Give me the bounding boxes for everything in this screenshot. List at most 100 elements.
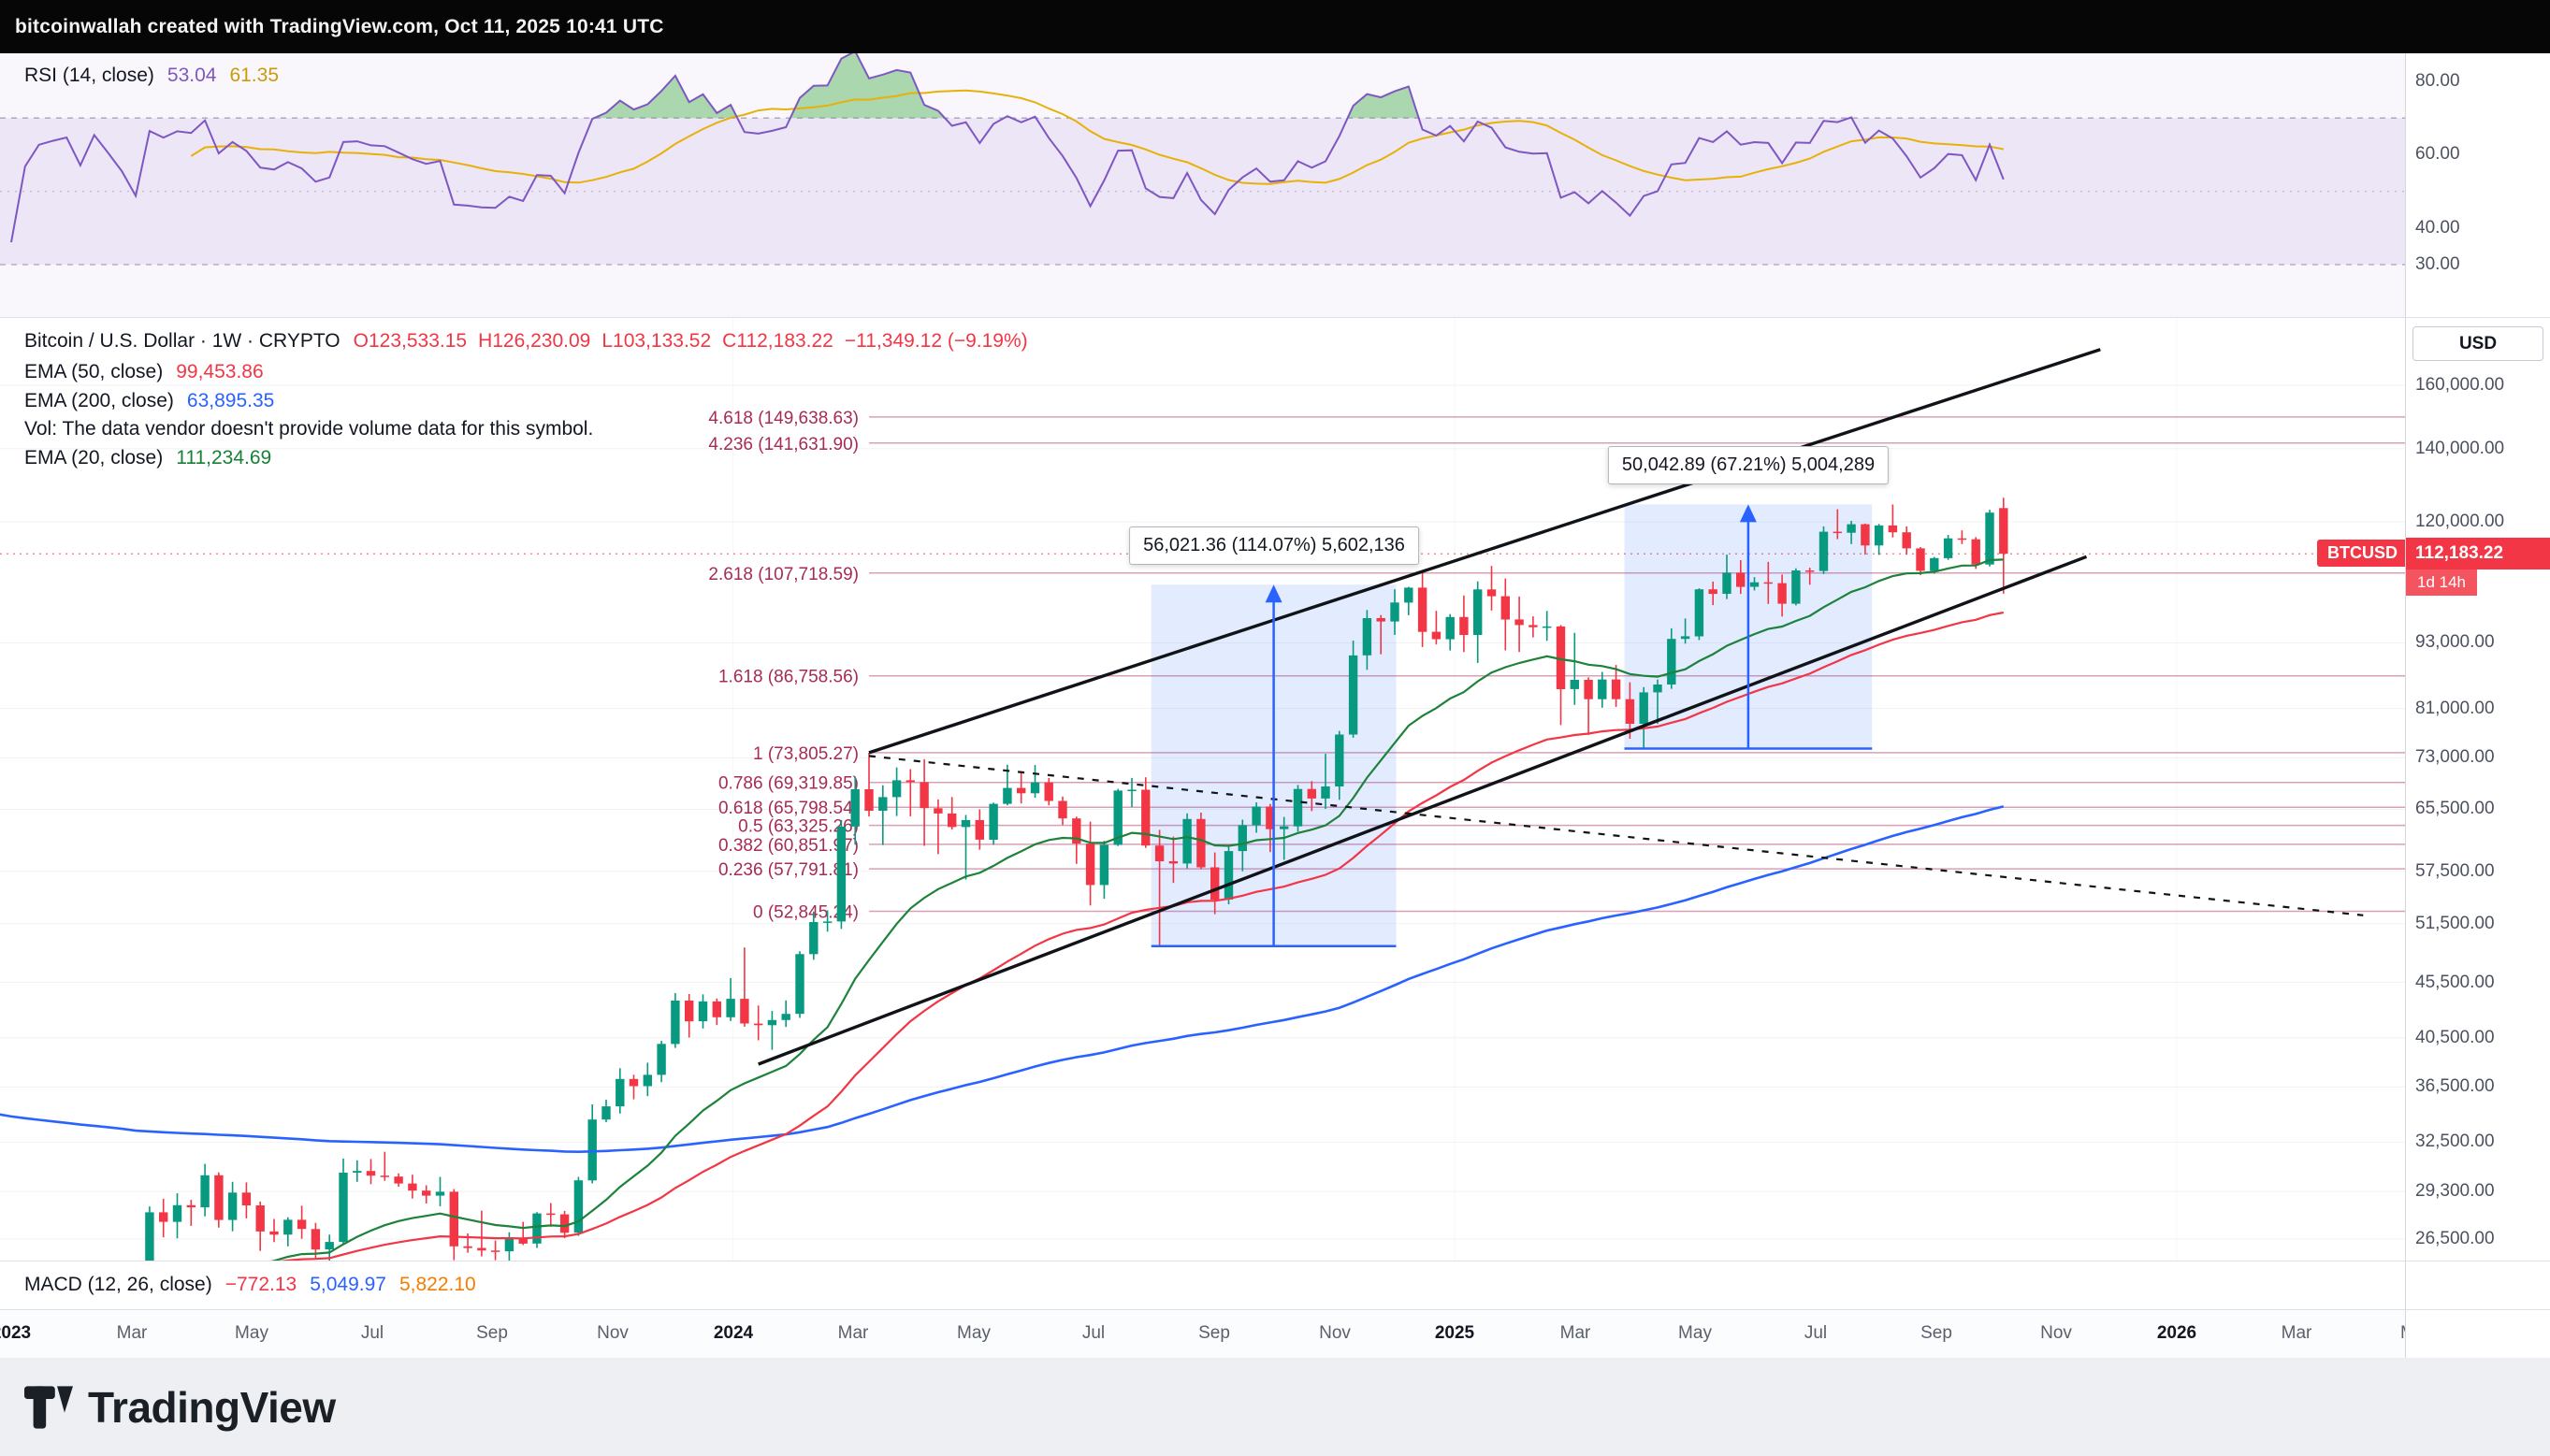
time-axis-month-label: Mar (1559, 1323, 1591, 1343)
bar-countdown: 1d 14h (2406, 569, 2477, 596)
tradingview-wordmark[interactable]: TradingView (88, 1382, 336, 1432)
pane-separator[interactable] (0, 317, 2550, 318)
macd-signal-value: 5,822.10 (398, 1274, 476, 1295)
rsi-axis-label: 60.00 (2415, 144, 2460, 164)
svg-text:0.618 (65,798.54): 0.618 (65,798.54) (718, 799, 859, 818)
time-axis-month-label: Sep (1920, 1323, 1952, 1343)
measure-box-fill-layer (1151, 504, 1873, 946)
price-axis-label: 65,500.00 (2415, 799, 2495, 818)
time-axis-month-label: Mar (116, 1323, 148, 1343)
price-axis-label: 40,500.00 (2415, 1028, 2495, 1047)
ema200-value: 63,895.35 (186, 390, 275, 411)
ema20-label: EMA (20, close) (24, 447, 164, 469)
macd-legend-title: MACD (12, 26, close) (24, 1274, 212, 1295)
ohlc-values: O123,533.15 H126,230.09 L103,133.52 C112… (354, 330, 1028, 353)
svg-text:1.618 (86,758.56): 1.618 (86,758.56) (718, 668, 859, 687)
time-axis-month-label: May (1678, 1323, 1712, 1343)
macd-legend: MACD (12, 26, close) −772.13 5,049.97 5,… (24, 1274, 476, 1296)
macd-line-value: 5,049.97 (310, 1274, 386, 1295)
trendline-layer (758, 348, 2364, 1066)
svg-text:0.236 (57,791.81): 0.236 (57,791.81) (718, 860, 859, 880)
svg-text:1 (73,805.27): 1 (73,805.27) (753, 744, 859, 764)
price-axis-label: 160,000.00 (2415, 375, 2505, 395)
candlestick-layer (145, 497, 2008, 1261)
rsi-plot[interactable] (0, 53, 2405, 317)
time-axis-year-label: 2026 (2156, 1323, 2197, 1343)
time-axis-month-label: Sep (476, 1323, 508, 1343)
last-price-symbol-label[interactable]: BTCUSD (2317, 540, 2405, 567)
rsi-axis-label: 40.00 (2415, 218, 2460, 238)
price-axis-label: 32,500.00 (2415, 1132, 2495, 1151)
time-axis-month-label: Nov (597, 1323, 629, 1343)
macd-pane[interactable]: MACD (12, 26, close) −772.13 5,049.97 5,… (0, 1261, 2405, 1309)
ema20-line (270, 558, 2004, 1261)
rsi-axis-label: 80.00 (2415, 71, 2460, 91)
ema200-line (0, 805, 2005, 1154)
time-axis-month-label: Sep (1198, 1323, 1230, 1343)
measure-tool-label[interactable]: 50,042.89 (67.21%) 5,004,289 (1607, 446, 1890, 484)
rsi-line (10, 53, 2005, 243)
change-value: −11,349.12 (−9.19%) (844, 330, 1028, 352)
svg-text:0.5 (63,325.26): 0.5 (63,325.26) (738, 817, 859, 837)
low-value: L103,133.52 (601, 330, 712, 352)
rsi-legend: RSI (14, close) 53.04 61.35 (24, 65, 279, 87)
time-axis-year-label: 2023 (0, 1323, 32, 1343)
ema200-legend-row: EMA (200, close) 63,895.35 (24, 390, 274, 412)
rsi-axis-label: 30.00 (2415, 254, 2460, 274)
time-axis-month-label: May (235, 1323, 268, 1343)
price-axis-label: 36,500.00 (2415, 1076, 2495, 1096)
price-plot[interactable]: 4.618 (149,638.63) 4.236 (141,631.90) 2.61… (0, 317, 2405, 1261)
rsi-value: 53.04 (167, 65, 217, 86)
rsi-band-fill (0, 118, 2405, 265)
time-axis-month-label: Mar (2281, 1323, 2312, 1343)
close-value: C112,183.22 (722, 330, 833, 352)
tradingview-logo-icon[interactable] (24, 1385, 73, 1429)
time-axis-year-label: 2025 (1434, 1323, 1475, 1343)
time-axis-month-label: May (957, 1323, 991, 1343)
price-axis-label: 93,000.00 (2415, 632, 2495, 652)
measure-box-marks-layer (1151, 504, 1873, 948)
svg-text:0 (52,845.24): 0 (52,845.24) (753, 903, 859, 923)
macd-hist-value: −772.13 (225, 1274, 297, 1295)
time-axis-month-label: Jul (360, 1323, 384, 1343)
grid-layer (0, 317, 2405, 1261)
ema50-value: 99,453.86 (176, 361, 264, 382)
time-axis-month-label: Jul (1804, 1323, 1828, 1343)
svg-text:0.382 (60,851.97): 0.382 (60,851.97) (718, 836, 859, 856)
price-pane[interactable]: 4.618 (149,638.63) 4.236 (141,631.90) 2.61… (0, 317, 2405, 1261)
ema50-label: EMA (50, close) (24, 361, 164, 382)
measure-tool-label[interactable]: 56,021.36 (114.07%) 5,602,136 (1129, 526, 1419, 565)
symbol-title: Bitcoin / U.S. Dollar · 1W · CRYPTO (24, 330, 340, 352)
price-axis-label: 26,500.00 (2415, 1229, 2495, 1248)
ema20-value: 111,234.69 (176, 447, 272, 469)
symbol-legend-row: Bitcoin / U.S. Dollar · 1W · CRYPTO O123… (24, 330, 1028, 353)
price-axis-column[interactable]: 80.00 60.00 40.00 30.00 USD 160,000.00 140,0… (2405, 53, 2550, 1358)
time-axis[interactable]: 2023 Mar May Jul Sep Nov 2024 Mar May Jul Sep Nov 20… (0, 1309, 2405, 1358)
rsi-pane[interactable]: RSI (14, close) 53.04 61.35 (0, 53, 2405, 317)
svg-text:4.618 (149,638.63): 4.618 (149,638.63) (708, 409, 859, 428)
time-axis-month-label: Nov (2040, 1323, 2072, 1343)
high-value: H126,230.09 (478, 330, 591, 352)
svg-text:0.786 (69,319.85): 0.786 (69,319.85) (718, 774, 859, 794)
attribution-text: bitcoinwallah created with TradingView.c… (15, 15, 664, 37)
price-axis-label: 140,000.00 (2415, 439, 2505, 458)
price-axis-label: 51,500.00 (2415, 914, 2495, 933)
ema50-legend-row: EMA (50, close) 99,453.86 (24, 361, 264, 383)
time-axis-month-label: Nov (1319, 1323, 1351, 1343)
chart-attribution-bar: bitcoinwallah created with TradingView.c… (0, 0, 2550, 53)
rsi-ma-value: 61.35 (229, 65, 280, 86)
rsi-overbought-fill (594, 53, 1852, 119)
price-axis-label: 73,000.00 (2415, 747, 2495, 767)
ema20-legend-row: EMA (20, close) 111,234.69 (24, 447, 271, 469)
footer: TradingView (0, 1358, 2550, 1456)
currency-toggle[interactable]: USD (2412, 326, 2543, 361)
price-axis-label: 45,500.00 (2415, 973, 2495, 992)
price-axis-label: 120,000.00 (2415, 512, 2505, 531)
time-axis-month-label: Jul (1081, 1323, 1106, 1343)
time-axis-month-label: May (2400, 1323, 2405, 1344)
last-price-badge: 112,183.22 (2406, 538, 2550, 569)
volume-note: Vol: The data vendor doesn't provide vol… (24, 418, 594, 440)
price-axis-label: 29,300.00 (2415, 1181, 2495, 1201)
fib-retracement-layer: 4.618 (149,638.63) 4.236 (141,631.90) 2.61… (708, 409, 2405, 923)
